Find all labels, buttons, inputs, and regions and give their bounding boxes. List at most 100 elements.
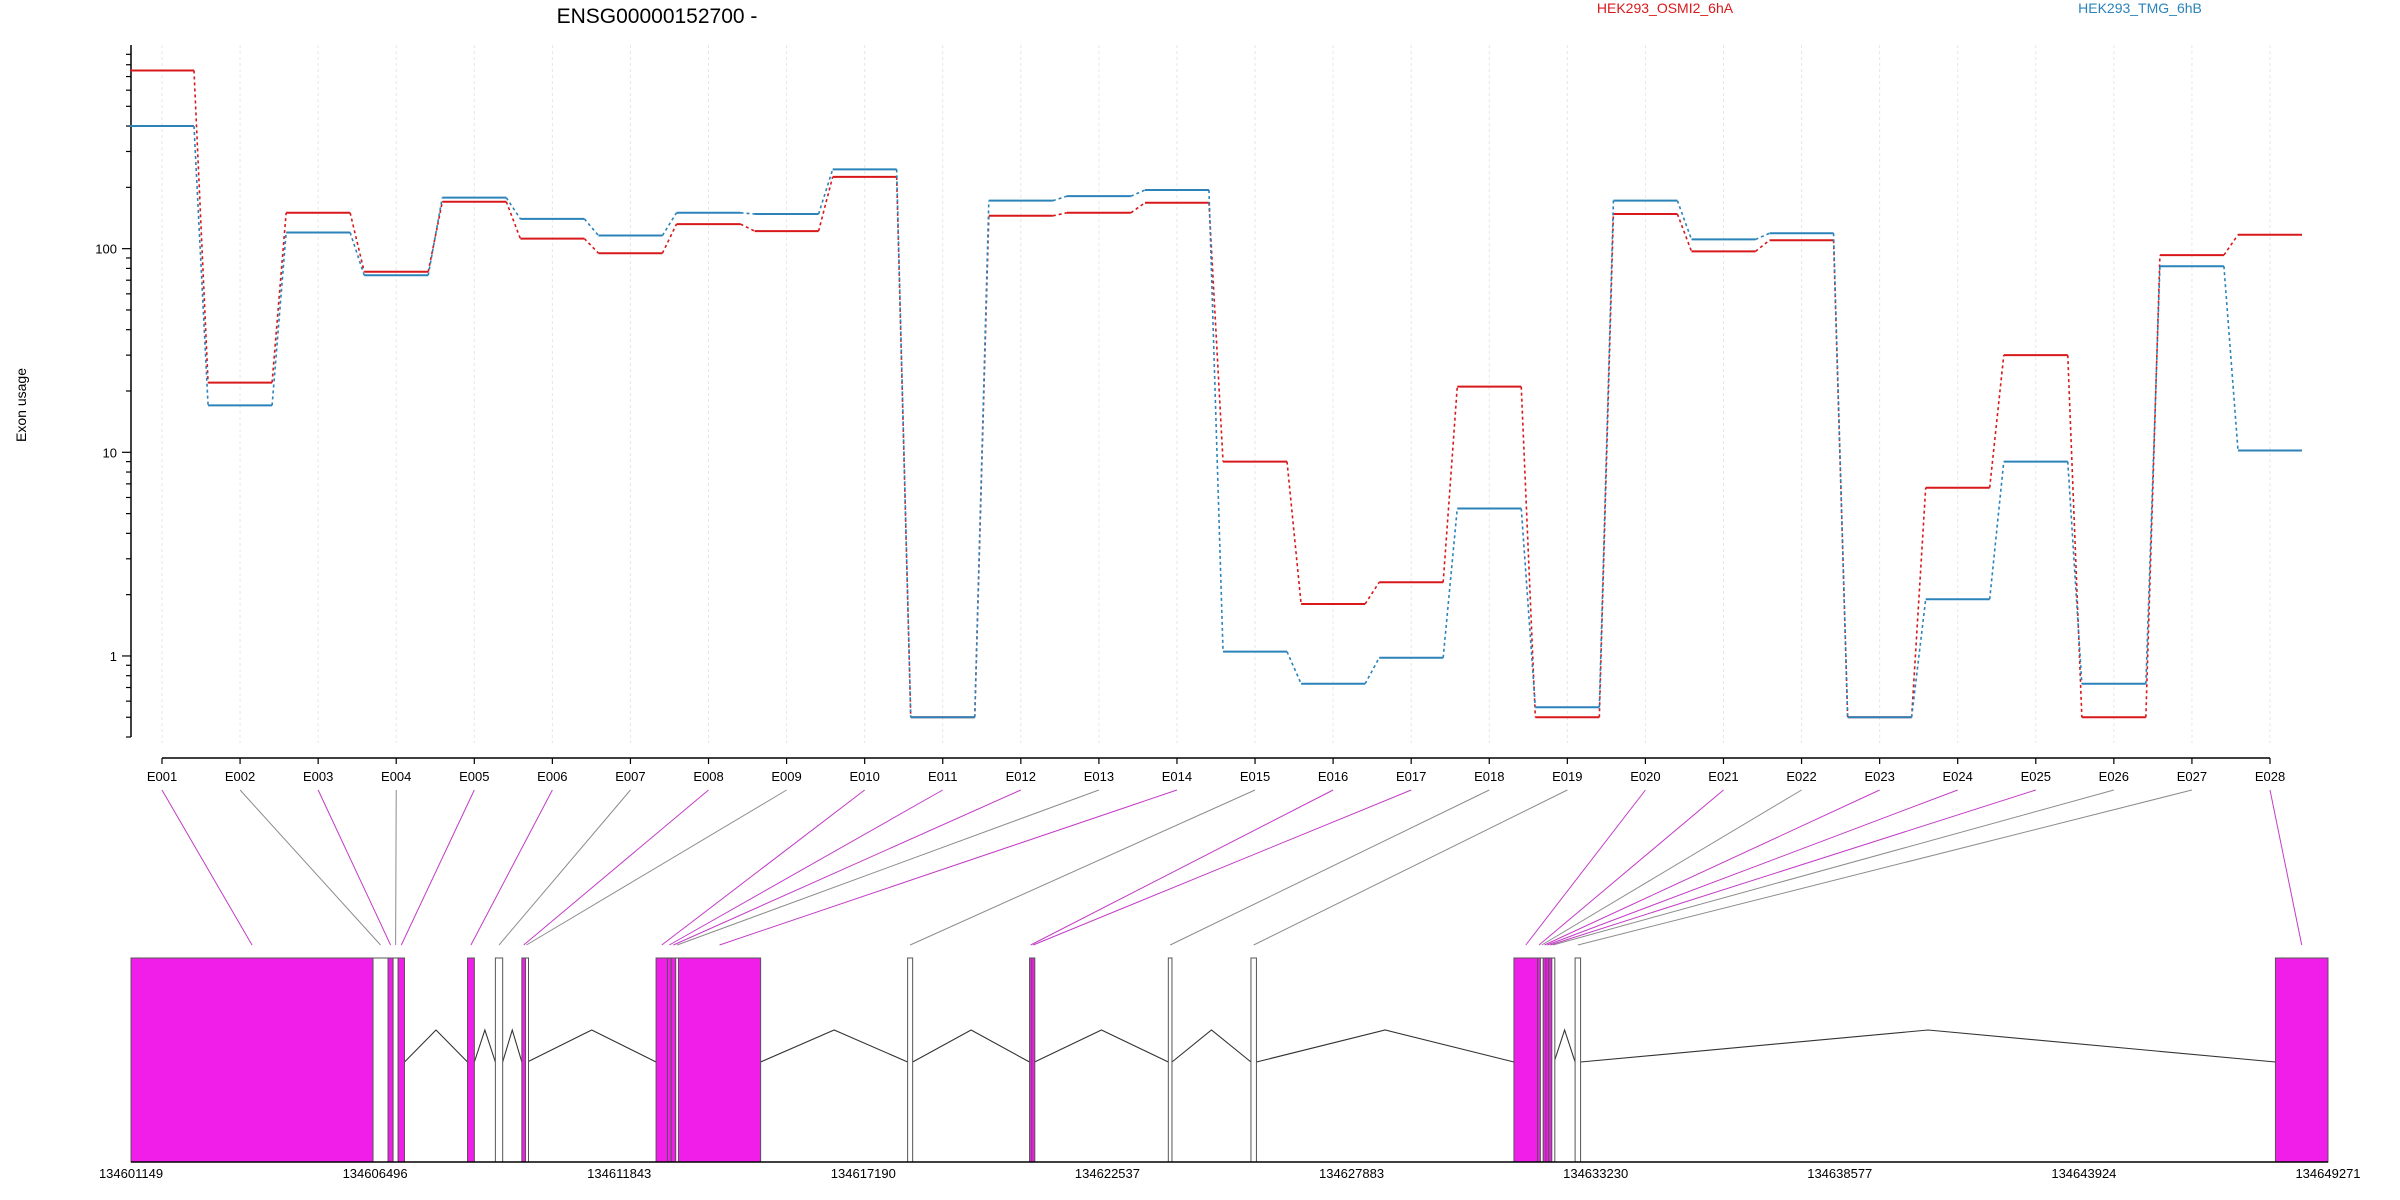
series-line-0 — [130, 69, 2302, 719]
series-connector — [1130, 189, 1146, 197]
x-tick-label: E004 — [381, 769, 411, 784]
series-connector — [973, 200, 990, 718]
exon-connector — [400, 789, 475, 946]
exon-E027 — [1574, 957, 1582, 1163]
exon-connector — [239, 789, 381, 946]
exon-connector — [1541, 789, 1802, 946]
intron-line — [404, 1029, 468, 1063]
exon-connector — [669, 789, 943, 946]
series-connector — [427, 197, 444, 276]
series-connector — [740, 211, 755, 215]
series-connector — [2066, 355, 2083, 718]
exon-connector — [676, 789, 1100, 946]
x-tick-label: E024 — [1943, 769, 1973, 784]
exon-E001 — [130, 957, 374, 1163]
exon-connector — [1525, 789, 1646, 946]
coordinate-label: 134643924 — [2051, 1166, 2116, 1181]
intron-line — [502, 1028, 523, 1063]
x-tick-label: E006 — [537, 769, 567, 784]
series-connector — [661, 223, 678, 254]
exon-connector — [395, 789, 397, 946]
x-tick-label: E010 — [849, 769, 879, 784]
y-axis-label: Exon usage — [13, 368, 29, 442]
exon-connector — [161, 789, 253, 946]
x-tick-label: E013 — [1084, 769, 1114, 784]
series-connector — [817, 176, 834, 232]
x-tick-label: E001 — [147, 769, 177, 784]
exon-connector — [523, 789, 709, 946]
series-connector — [505, 201, 522, 239]
exon-E009 — [525, 957, 530, 1163]
series-connector — [1442, 508, 1459, 658]
coordinate-label: 134649271 — [2295, 1166, 2360, 1181]
series-connector — [2223, 234, 2239, 256]
x-tick-label: E009 — [771, 769, 801, 784]
coordinate-label: 134622537 — [1075, 1166, 1140, 1181]
x-tick-label: E028 — [2255, 769, 2285, 784]
legend-entry-tmg: HEK293_TMG_6hB — [2078, 0, 2202, 16]
x-tick-label: E027 — [2177, 769, 2207, 784]
series-connector — [583, 218, 600, 237]
x-tick-label: E023 — [1864, 769, 1894, 784]
exon-E014 — [677, 957, 762, 1163]
series-connector — [349, 212, 366, 272]
axes: 1 10 100 E001 E002 E003 E004 E005 E006 E007 E008 E0… — [95, 45, 2285, 784]
exon-E015 — [907, 957, 914, 1163]
exon-E005 — [397, 957, 406, 1163]
legend-entry-osmi2: HEK293_OSMI2_6hA — [1597, 0, 1734, 16]
exon-E019 — [1250, 957, 1257, 1163]
exon-connector — [1552, 789, 2114, 946]
exon-connector — [498, 789, 631, 946]
exon-E006 — [467, 957, 475, 1163]
series-connector — [271, 212, 287, 383]
exon-E028 — [2274, 957, 2329, 1163]
coordinate-label: 134627883 — [1319, 1166, 1384, 1181]
intron-line — [760, 1029, 908, 1063]
series-connector — [1364, 657, 1380, 685]
series-connector — [740, 223, 755, 232]
series-connector — [349, 232, 365, 276]
intron-line — [1553, 1028, 1576, 1063]
x-tick-label: E002 — [225, 769, 255, 784]
coordinate-label: 134606496 — [343, 1166, 408, 1181]
intron-line — [527, 1029, 657, 1063]
series-connector — [1754, 239, 1771, 252]
intron-line — [1256, 1029, 1515, 1063]
intron-line — [473, 1028, 496, 1063]
x-tick-label: E011 — [928, 769, 957, 784]
series-connector — [1988, 355, 2005, 488]
x-tick-label: E008 — [693, 769, 723, 784]
x-tick-label: E019 — [1552, 769, 1582, 784]
exon-E004 — [392, 957, 399, 1163]
exon-E003 — [387, 957, 394, 1163]
x-tick-label: E005 — [459, 769, 489, 784]
x-tick-label: E018 — [1474, 769, 1504, 784]
series-connector — [1676, 200, 1693, 240]
x-tick-label: E025 — [2021, 769, 2051, 784]
x-tick-label: E014 — [1162, 769, 1192, 784]
exon-connector — [909, 789, 1256, 946]
series-connector — [2066, 461, 2083, 684]
exon-connector — [317, 789, 392, 946]
y-tick-label: 10 — [103, 445, 117, 460]
exon-E008 — [521, 957, 527, 1163]
exon-connector — [470, 789, 553, 946]
series-connector — [661, 212, 678, 236]
exon-E018 — [1167, 957, 1173, 1163]
series-connector — [895, 169, 912, 718]
series-connector — [817, 169, 834, 215]
coordinate-label: 134611843 — [587, 1166, 651, 1181]
exon-connectors — [161, 789, 2303, 946]
series-connector — [2145, 266, 2161, 684]
series-connector — [1442, 386, 1459, 583]
intron-line — [1580, 1029, 2276, 1063]
exon-connector — [1169, 789, 1490, 946]
exon-E007 — [494, 957, 504, 1163]
series-connector — [1208, 202, 1224, 462]
x-tick-label: E015 — [1240, 769, 1270, 784]
coordinate-label: 134601149 — [99, 1166, 163, 1181]
series-connector — [505, 197, 522, 220]
coordinate-label: 134617190 — [831, 1166, 896, 1181]
exon-connector — [719, 789, 1178, 946]
